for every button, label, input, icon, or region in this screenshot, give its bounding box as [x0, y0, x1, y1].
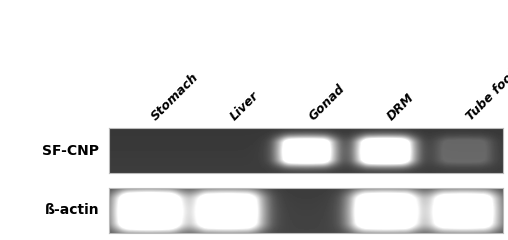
Text: Liver: Liver [228, 90, 261, 124]
Text: SF-CNP: SF-CNP [42, 144, 99, 158]
Text: Stomach: Stomach [148, 71, 201, 124]
Text: Tube foot: Tube foot [463, 67, 508, 124]
Text: ß-actin: ß-actin [44, 203, 99, 217]
Text: Gonad: Gonad [306, 83, 347, 124]
Text: DRM: DRM [385, 91, 417, 124]
